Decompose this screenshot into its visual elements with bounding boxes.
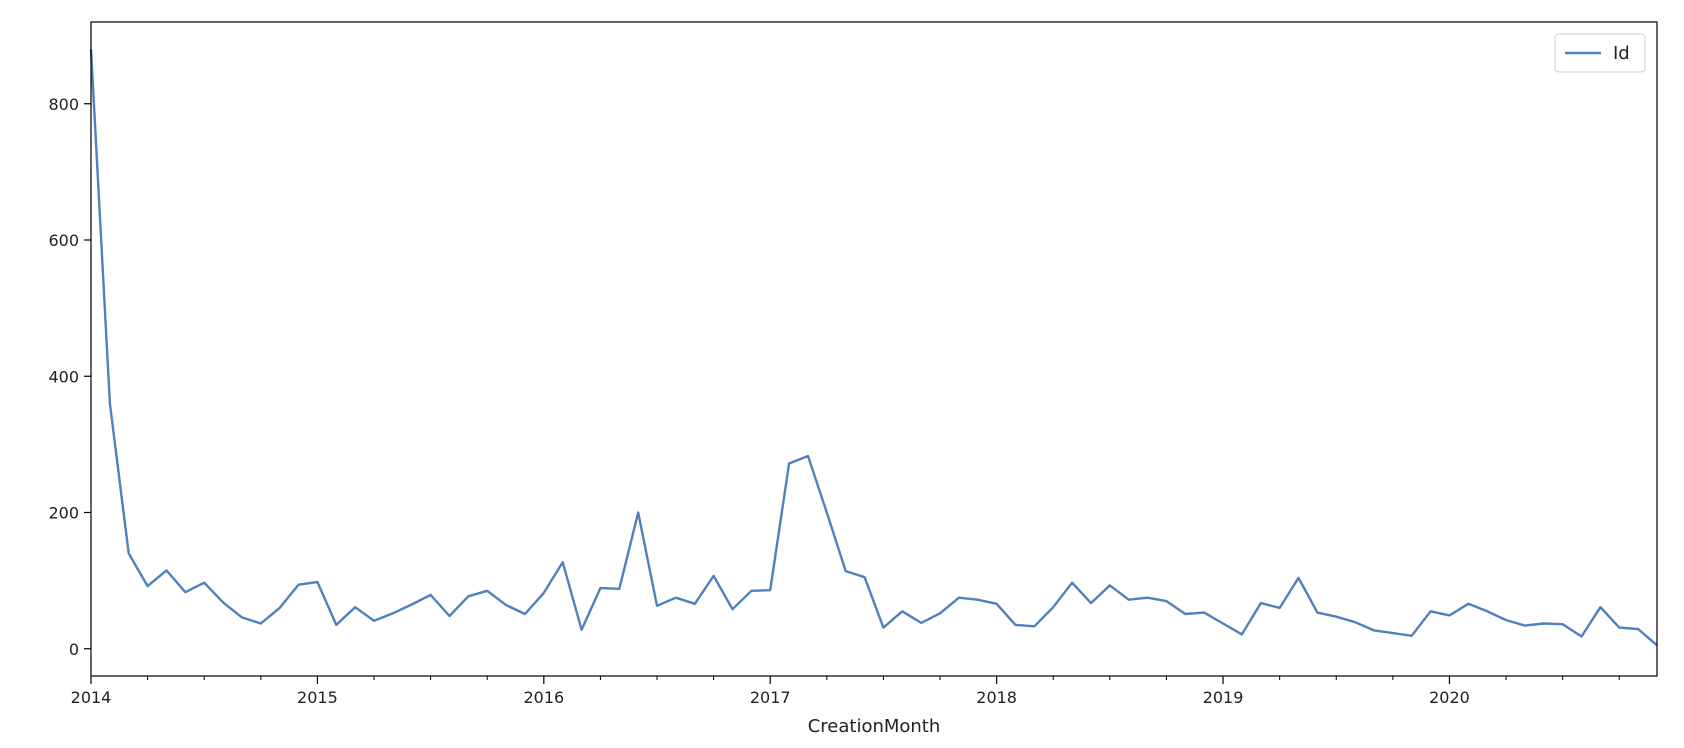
x-tick-label: 2014 xyxy=(71,688,112,707)
series-line-id xyxy=(89,49,1658,647)
plot-frame xyxy=(90,21,1658,677)
x-tick-label: 2019 xyxy=(1203,688,1244,707)
y-tick-label: 0 xyxy=(69,640,79,659)
x-axis-ticks: 2014 2015 2016 2017 2018 2019 2020 xyxy=(71,676,1620,707)
y-tick-label: 600 xyxy=(48,231,79,250)
x-tick-label: 2018 xyxy=(976,688,1017,707)
x-tick-label: 2020 xyxy=(1429,688,1470,707)
x-tick-label: 2017 xyxy=(750,688,791,707)
x-tick-label: 2016 xyxy=(523,688,564,707)
y-axis-ticks: 0 200 400 600 800 xyxy=(48,95,91,659)
legend-label: Id xyxy=(1613,43,1630,64)
x-axis-label: CreationMonth xyxy=(808,716,941,737)
y-tick-label: 200 xyxy=(48,504,79,523)
x-tick-label: 2015 xyxy=(297,688,338,707)
y-tick-label: 400 xyxy=(48,367,79,386)
legend: Id xyxy=(1554,33,1646,73)
y-tick-label: 800 xyxy=(48,95,79,114)
